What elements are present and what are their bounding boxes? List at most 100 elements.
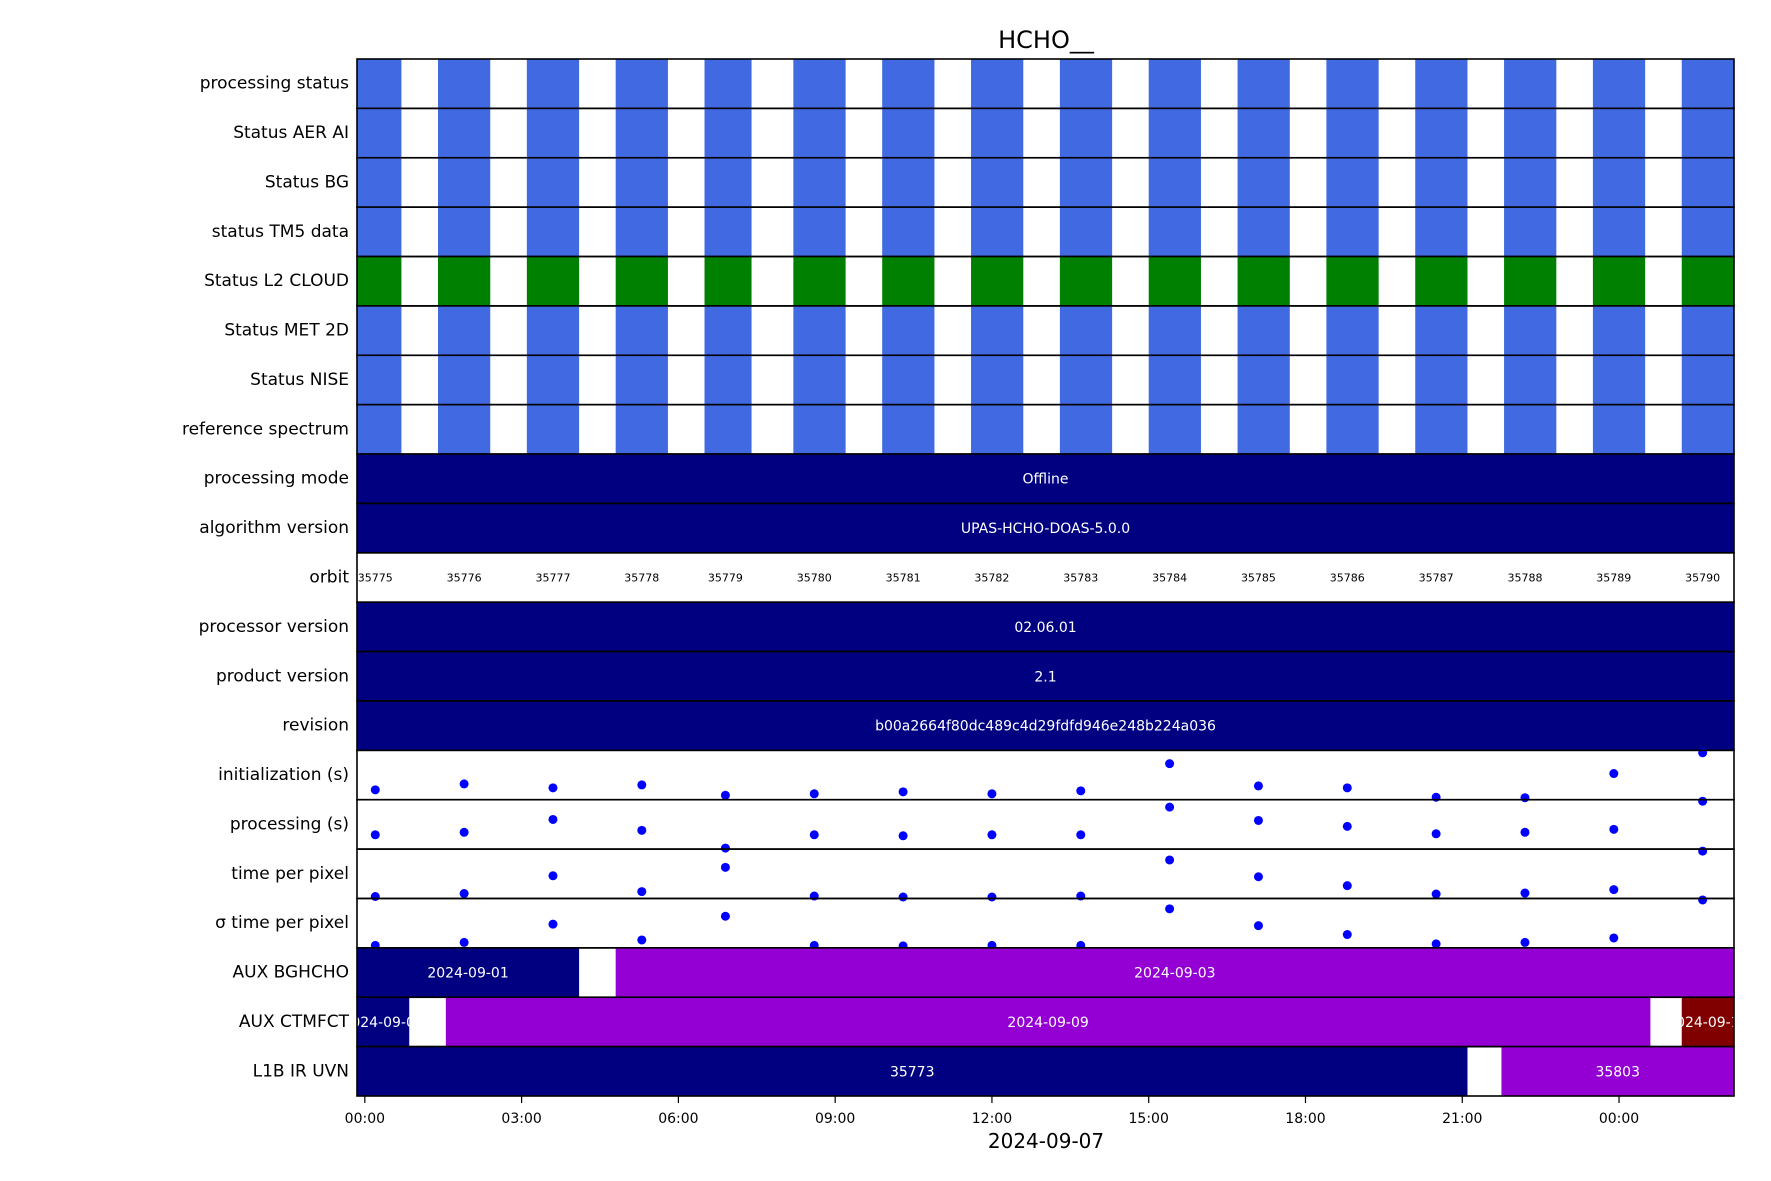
status-bar-9 (1148, 305, 1201, 356)
row-label: reference spectrum (182, 419, 349, 439)
status-bar-9 (1148, 256, 1201, 306)
status-bar-8 (1059, 305, 1113, 356)
data-point (898, 831, 908, 841)
status-bar-4 (704, 59, 752, 109)
data-point (1431, 939, 1441, 949)
data-point (809, 789, 819, 799)
x-axis-label: 2024-09-07 (988, 1129, 1104, 1153)
row-2: Status BG (265, 156, 1735, 208)
data-point (1431, 889, 1441, 899)
orbit-label: 35781 (886, 572, 921, 585)
segment-bar-0 (357, 1046, 1468, 1096)
status-bar-15 (1681, 108, 1734, 158)
rows-layer: processing status Status AER AI Status BG s… (182, 58, 1748, 1097)
status-bar-2 (526, 108, 580, 158)
status-bar-8 (1059, 256, 1113, 306)
row-content-20: 35773 35803 (357, 1046, 1734, 1096)
status-bar-13 (1504, 404, 1557, 455)
status-bar-8 (1059, 59, 1113, 109)
status-bar-7 (971, 108, 1024, 158)
segment-bar-1 (445, 997, 1651, 1047)
status-bar-8 (1059, 355, 1113, 405)
row-content-10: 35775 35776 35777 35778 35779 35780 35781 35782… (358, 572, 1720, 585)
row-18: 2024-09-01 2024-09-03 AUX BGHCHO (233, 947, 1735, 999)
status-bar-14 (1592, 305, 1646, 356)
row-16: time per pixel (231, 846, 1735, 902)
status-bar-1 (438, 207, 491, 257)
orbit-label: 35788 (1507, 572, 1542, 585)
status-bar-9 (1148, 59, 1201, 109)
x-tick-label: 09:00 (815, 1111, 855, 1127)
x-tick-label: 12:00 (972, 1111, 1012, 1127)
row-content-8: Offline (357, 454, 1734, 504)
segment-label: 2024-09-01 (427, 966, 508, 982)
status-bar-4 (704, 305, 752, 356)
x-tick-label: 15:00 (1129, 1111, 1169, 1127)
segment-label: 2024-09-10 (1667, 1015, 1748, 1031)
status-bar-1 (438, 256, 491, 306)
status-bar-11 (1326, 355, 1379, 405)
segment-label: 02.06.01 (1014, 620, 1076, 636)
row-1: Status AER AI (233, 107, 1735, 159)
status-bar-13 (1504, 108, 1557, 158)
data-point (809, 830, 819, 840)
segment-bar-0 (357, 651, 1734, 701)
segment-label: 2024-09-06 (342, 1015, 423, 1031)
data-point (370, 785, 380, 795)
status-bar-15 (1681, 404, 1734, 455)
row-label: processor version (199, 617, 349, 637)
orbit-label: 35780 (797, 572, 832, 585)
status-bar-8 (1059, 404, 1113, 455)
status-bar-11 (1326, 404, 1379, 455)
status-bar-3 (615, 108, 668, 158)
status-bar-11 (1326, 207, 1379, 257)
status-bar-12 (1415, 157, 1468, 208)
status-bar-12 (1415, 305, 1468, 356)
data-point (548, 814, 558, 824)
status-bar-6 (882, 157, 935, 208)
status-bar-1 (438, 355, 491, 405)
status-bar-4 (704, 355, 752, 405)
data-point (720, 911, 730, 921)
row-17: σ time per pixel (215, 895, 1735, 951)
status-bar-14 (1592, 59, 1646, 109)
data-point (1609, 824, 1619, 834)
data-point (1342, 881, 1352, 891)
x-tick-label: 00:00 (1599, 1111, 1639, 1127)
status-bar-10 (1237, 157, 1290, 208)
data-point (370, 830, 380, 840)
segment-bar-2 (1681, 997, 1734, 1047)
row-0: processing status (200, 58, 1735, 110)
status-bar-2 (526, 59, 580, 109)
data-point (1253, 921, 1263, 931)
segment-bar-0 (357, 947, 580, 998)
status-bar-5 (793, 305, 846, 356)
data-point (459, 827, 469, 837)
row-6: Status NISE (250, 354, 1735, 406)
status-bar-6 (882, 207, 935, 257)
status-bar-14 (1592, 108, 1646, 158)
data-point (1253, 781, 1263, 791)
status-bar-12 (1415, 59, 1468, 109)
data-point (1520, 888, 1530, 898)
x-tick-label: 03:00 (501, 1111, 541, 1127)
status-bar-14 (1592, 256, 1646, 306)
data-point (637, 887, 647, 897)
status-bar-15 (1681, 207, 1734, 257)
data-point (720, 843, 730, 853)
status-bar-15 (1681, 256, 1734, 306)
status-bar-11 (1326, 108, 1379, 158)
status-bar-2 (526, 305, 580, 356)
status-bar-13 (1504, 256, 1557, 306)
data-point (1342, 930, 1352, 940)
row-label: orbit (309, 568, 349, 588)
status-bar-6 (882, 404, 935, 455)
status-bar-12 (1415, 256, 1468, 306)
status-bar-3 (615, 355, 668, 405)
row-8: Offline processing mode (204, 453, 1735, 505)
row-15: processing (s) (230, 796, 1735, 853)
status-bar-7 (971, 305, 1024, 356)
row-20: 35773 35803 L1B IR UVN (253, 1045, 1735, 1097)
status-bar-4 (704, 207, 752, 257)
data-point (1253, 815, 1263, 825)
